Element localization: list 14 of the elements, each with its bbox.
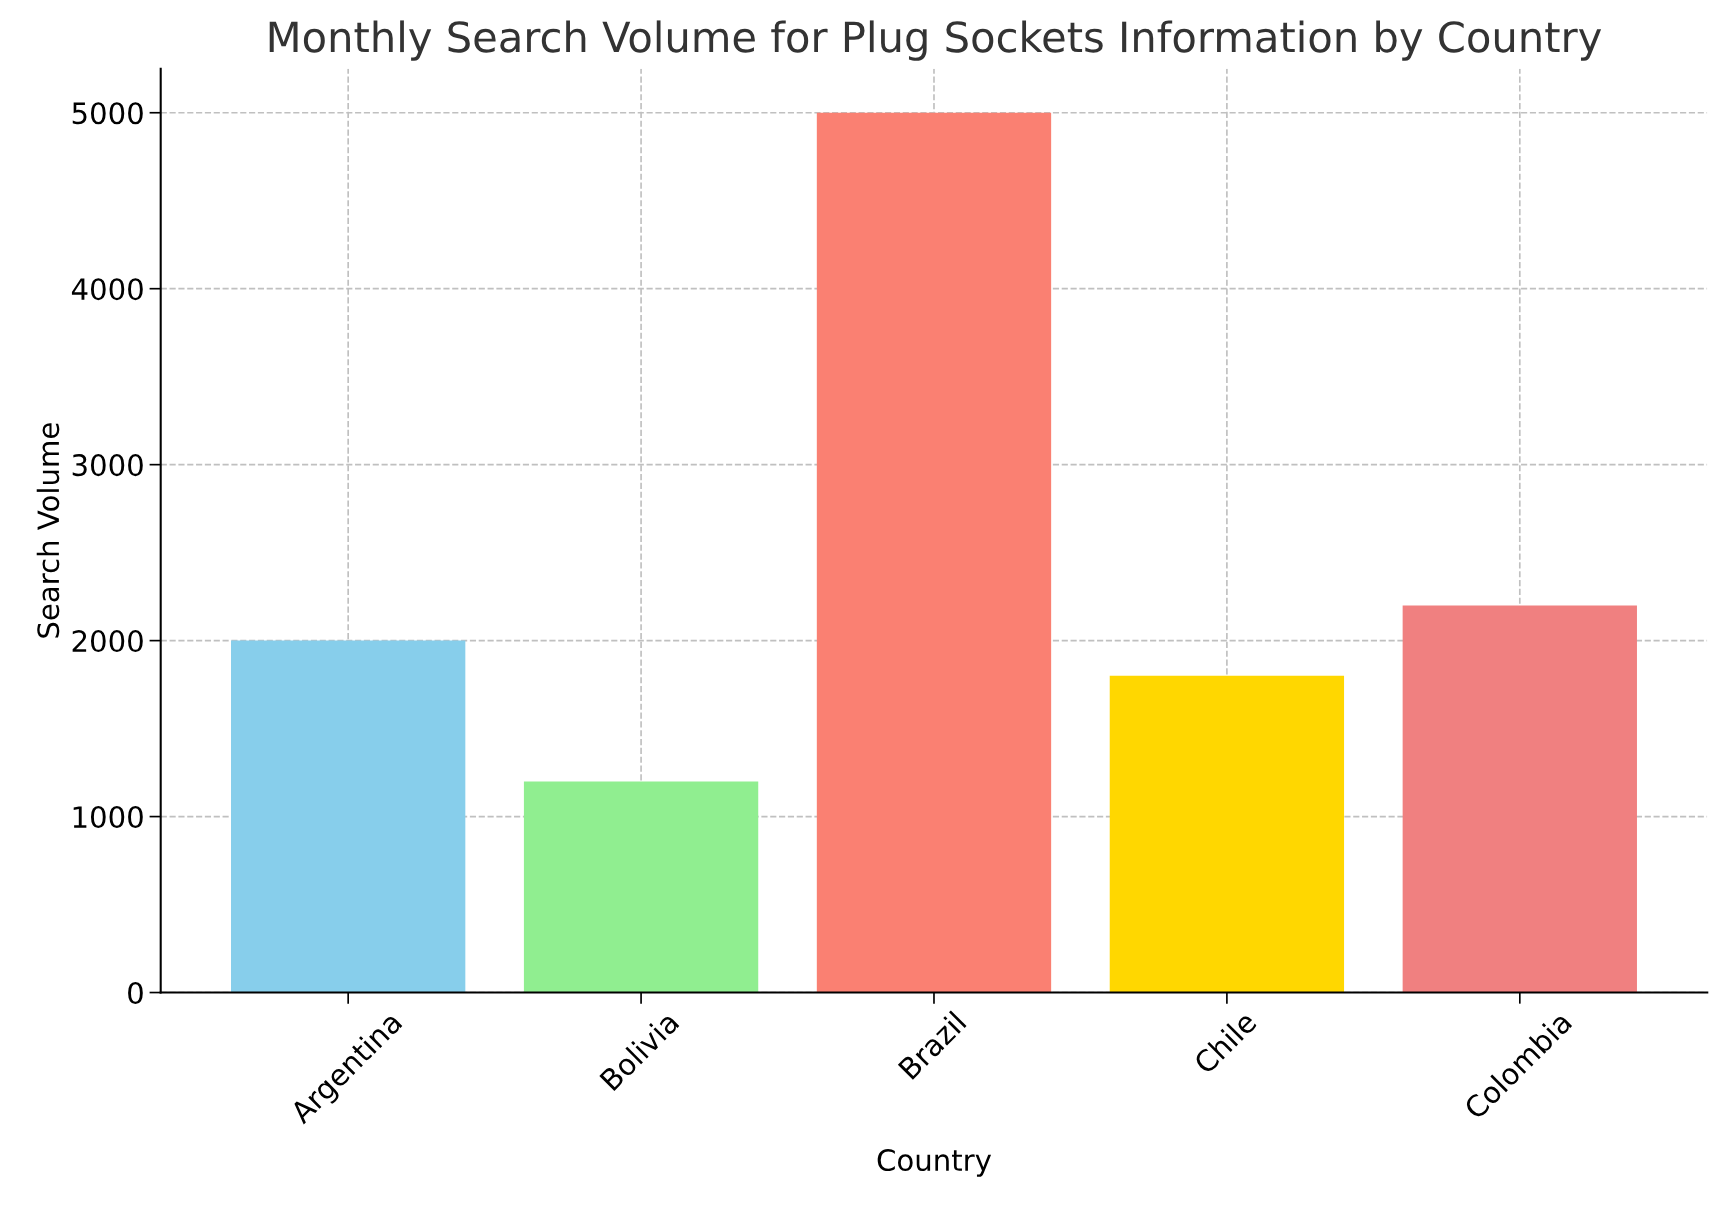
x-axis-title: Country xyxy=(877,1149,992,1177)
bar xyxy=(1402,605,1637,993)
y-tick-label: 2000 xyxy=(72,630,143,653)
y-axis-title: Search Volume xyxy=(36,423,60,638)
y-tick-label: 4000 xyxy=(71,278,143,301)
y-tick-label: 5000 xyxy=(72,102,143,125)
y-tick-label: 3000 xyxy=(72,454,143,477)
bar xyxy=(231,640,466,993)
y-tick-label: 1000 xyxy=(73,806,143,829)
chart-title: Monthly Search Volume for Plug Sockets Information by Country xyxy=(269,20,1602,61)
bar xyxy=(523,781,759,993)
bar xyxy=(1109,675,1345,993)
bar xyxy=(816,112,1052,993)
y-tick-label: 0 xyxy=(128,981,143,1005)
